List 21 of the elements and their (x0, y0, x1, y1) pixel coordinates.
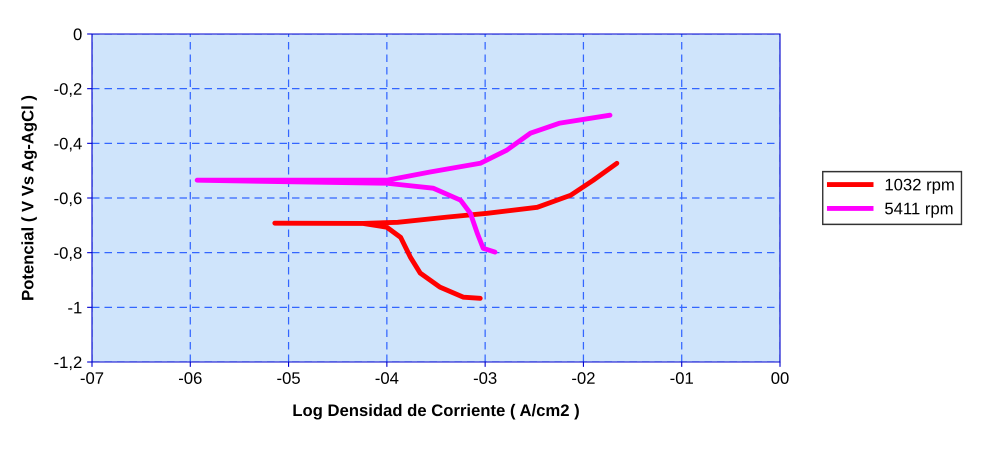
y-tick-label: -0,4 (54, 138, 82, 152)
x-tick-label: -07 (80, 372, 104, 384)
x-tick-label: -03 (474, 372, 496, 384)
y-tick-label: -0,2 (54, 83, 82, 97)
y-axis-title: Potencial ( V Vs Ag-AgCl ) (21, 96, 37, 300)
y-tick-label: 0 (74, 28, 82, 40)
line-series (272, 160, 620, 301)
legend-label: 5411 rpm (885, 202, 952, 218)
y-tick-label: -0,6 (54, 192, 82, 206)
x-tick-label: -02 (572, 372, 595, 384)
x-tick-label: -05 (277, 372, 300, 384)
y-tick-label: -1,2 (54, 356, 82, 370)
y-tick-label: -1 (68, 302, 82, 314)
legend-label: 1032 rpm (886, 178, 954, 194)
x-tick-label: -06 (178, 372, 202, 384)
x-tick-label: -01 (670, 372, 693, 384)
x-axis-title: Log Densidad de Corriente ( A/cm2 ) (293, 404, 579, 420)
y-tick-label: -0,8 (54, 247, 82, 261)
x-tick-label: 00 (771, 372, 789, 384)
line-series (194, 112, 612, 255)
x-tick-label: -04 (376, 372, 398, 384)
